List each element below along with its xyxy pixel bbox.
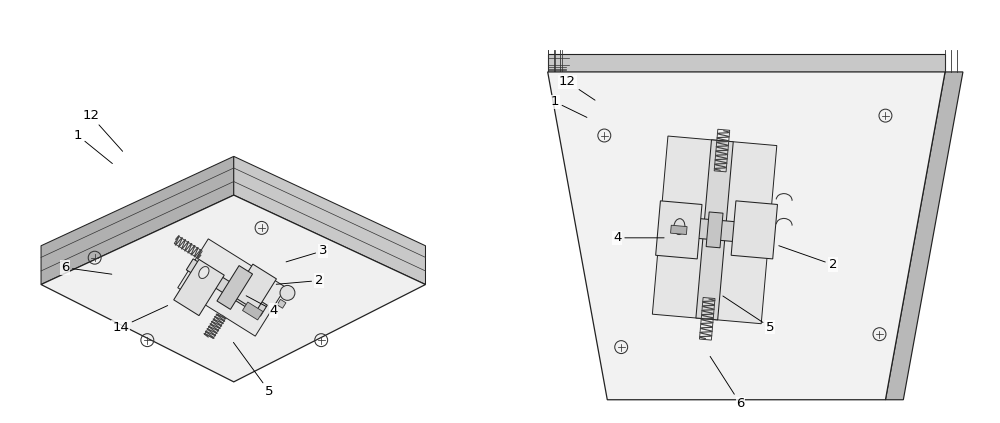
Polygon shape [656, 201, 702, 259]
Polygon shape [706, 212, 723, 248]
Ellipse shape [199, 266, 209, 278]
Polygon shape [659, 215, 770, 244]
Polygon shape [671, 225, 687, 234]
Text: 1: 1 [74, 129, 112, 164]
Text: 5: 5 [723, 296, 774, 334]
Polygon shape [174, 259, 224, 316]
Text: 4: 4 [246, 296, 278, 317]
Text: 6: 6 [710, 357, 745, 410]
Polygon shape [186, 259, 267, 316]
Polygon shape [277, 299, 286, 308]
Polygon shape [217, 266, 253, 309]
Text: 12: 12 [82, 109, 123, 151]
Polygon shape [885, 72, 963, 400]
Polygon shape [234, 157, 425, 285]
Polygon shape [242, 302, 263, 320]
Text: 3: 3 [286, 244, 327, 262]
Text: 2: 2 [276, 274, 323, 287]
Polygon shape [41, 157, 234, 285]
Polygon shape [41, 195, 425, 382]
Text: 12: 12 [559, 75, 595, 100]
Polygon shape [696, 140, 733, 320]
Polygon shape [652, 136, 777, 324]
Text: 5: 5 [233, 342, 274, 398]
Text: 2: 2 [779, 246, 837, 271]
Circle shape [280, 286, 295, 300]
Text: 6: 6 [61, 261, 112, 274]
Polygon shape [731, 201, 777, 259]
Text: 14: 14 [112, 305, 168, 334]
Polygon shape [548, 54, 945, 72]
Text: 4: 4 [613, 231, 664, 244]
Polygon shape [548, 72, 945, 400]
Ellipse shape [674, 219, 685, 234]
Polygon shape [178, 239, 286, 336]
Polygon shape [233, 264, 276, 311]
Text: 1: 1 [550, 95, 587, 118]
